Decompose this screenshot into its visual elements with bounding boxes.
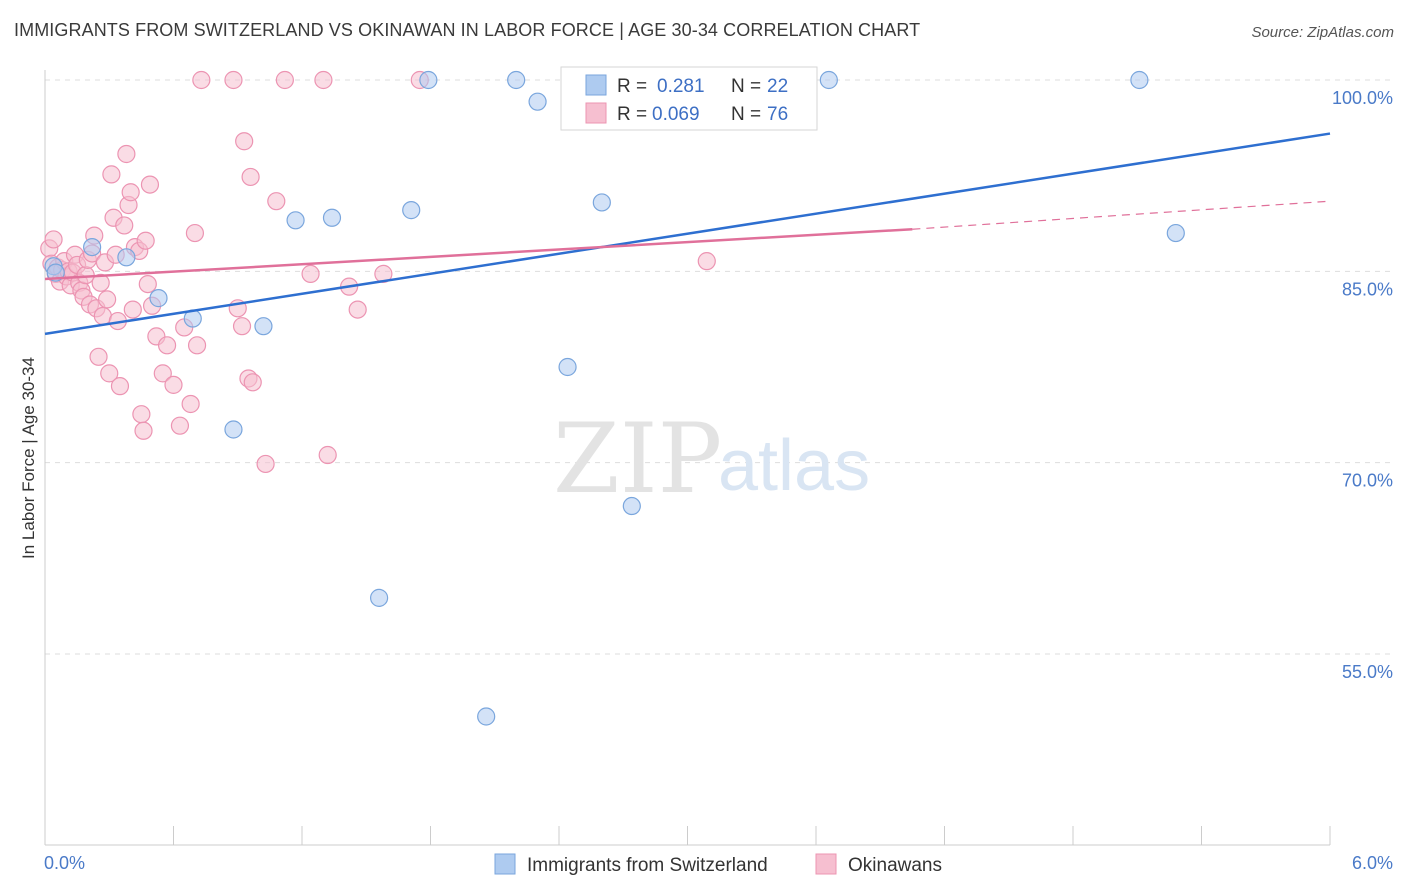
point-switzerland: [558, 357, 577, 377]
point-switzerland: [224, 420, 243, 439]
point-okinawans: [140, 175, 160, 194]
point-okinawans: [170, 416, 190, 435]
point-okinawans: [91, 273, 110, 292]
point-okinawans: [121, 183, 140, 202]
point-okinawans: [117, 144, 136, 164]
point-switzerland: [286, 211, 305, 230]
point-switzerland: [528, 92, 547, 111]
point-okinawans: [374, 264, 393, 283]
legend-bottom-swatch-blue: [494, 853, 516, 875]
point-switzerland: [592, 193, 611, 212]
series-switzerland-points: [44, 70, 1185, 726]
point-okinawans: [187, 336, 207, 355]
point-okinawans: [115, 216, 134, 235]
point-okinawans: [348, 300, 367, 319]
watermark-atlas: atlas: [718, 426, 870, 506]
point-switzerland: [1166, 223, 1185, 243]
point-okinawans: [224, 70, 243, 90]
trend-line-switzerland: [44, 132, 1331, 336]
x-ticks: [44, 826, 1331, 845]
gridlines: [45, 79, 1393, 655]
point-okinawans: [185, 223, 205, 243]
point-switzerland: [402, 201, 421, 220]
legend-bottom-label-okinawans: Okinawans: [848, 855, 942, 876]
point-okinawans: [102, 165, 121, 184]
point-okinawans: [181, 394, 200, 414]
point-okinawans: [235, 132, 254, 151]
point-okinawans: [100, 364, 119, 383]
point-switzerland: [117, 248, 136, 267]
point-switzerland: [322, 208, 342, 227]
point-switzerland: [83, 237, 102, 257]
point-okinawans: [157, 336, 177, 355]
point-switzerland: [254, 317, 273, 336]
legend-bottom: Immigrants from Switzerland Okinawans: [494, 853, 942, 876]
legend-swatch-blue: [585, 74, 607, 96]
point-okinawans: [267, 192, 286, 211]
point-okinawans: [98, 290, 117, 309]
point-okinawans: [136, 231, 155, 250]
chart-source: Source: ZipAtlas.com: [1251, 24, 1394, 41]
legend-r-label-pink: R =: [617, 104, 647, 125]
point-okinawans: [314, 70, 333, 90]
chart-title: IMMIGRANTS FROM SWITZERLAND VS OKINAWAN …: [14, 20, 921, 40]
point-okinawans: [164, 375, 183, 394]
point-okinawans: [110, 377, 130, 396]
point-switzerland: [622, 496, 641, 516]
x-tick-label-min: 0.0%: [44, 853, 85, 873]
point-switzerland: [370, 588, 389, 607]
point-okinawans: [232, 317, 252, 336]
point-okinawans: [138, 274, 157, 294]
point-okinawans: [44, 230, 63, 249]
point-switzerland: [477, 707, 496, 726]
watermark: ZIP atlas: [553, 403, 870, 515]
point-okinawans: [256, 454, 275, 474]
legend-swatch-pink: [585, 102, 607, 124]
legend-r-value-pink: 0.069: [652, 104, 700, 125]
legend-bottom-swatch-pink: [815, 853, 837, 875]
trend-line-okinawans: [44, 227, 913, 281]
legend-r-label-blue: R =: [617, 76, 647, 97]
y-tick-label: 100.0%: [1332, 88, 1393, 108]
point-switzerland: [507, 70, 526, 90]
point-switzerland: [46, 263, 65, 282]
legend-n-label-blue: N =: [731, 76, 761, 97]
point-switzerland: [149, 289, 168, 308]
point-okinawans: [243, 373, 262, 392]
point-okinawans: [318, 445, 337, 465]
y-tick-label: 70.0%: [1342, 471, 1393, 491]
point-okinawans: [134, 421, 153, 440]
point-okinawans: [241, 167, 260, 187]
y-tick-label: 85.0%: [1342, 279, 1393, 299]
legend-n-label-pink: N =: [731, 104, 761, 125]
point-okinawans: [132, 405, 151, 424]
legend-n-value-blue: 22: [767, 76, 788, 97]
point-okinawans: [192, 70, 211, 90]
point-okinawans: [153, 364, 172, 383]
watermark-zip: ZIP: [553, 403, 722, 515]
point-switzerland: [819, 70, 838, 90]
x-tick-label-max: 6.0%: [1352, 853, 1393, 873]
legend-top: R = 0.281 N = 22 R = 0.069 N = 76: [560, 66, 818, 131]
y-tick-labels: 100.0% 85.0% 70.0% 55.0%: [1332, 88, 1393, 682]
y-axis-title: In Labor Force | Age 30-34: [19, 357, 38, 559]
point-okinawans: [123, 300, 142, 319]
point-okinawans: [697, 252, 716, 271]
point-okinawans: [301, 264, 320, 283]
point-okinawans: [275, 70, 294, 90]
y-tick-label: 55.0%: [1342, 662, 1393, 682]
point-switzerland: [419, 70, 438, 90]
point-switzerland: [1130, 70, 1149, 90]
legend-bottom-label-switzerland: Immigrants from Switzerland: [527, 855, 768, 876]
point-okinawans: [89, 347, 108, 366]
legend-r-value-blue: 0.281: [657, 76, 705, 97]
legend-n-value-pink: 76: [767, 104, 788, 125]
trend-line-okinawans-extension: [912, 200, 1331, 230]
trend-lines: [44, 132, 1331, 336]
